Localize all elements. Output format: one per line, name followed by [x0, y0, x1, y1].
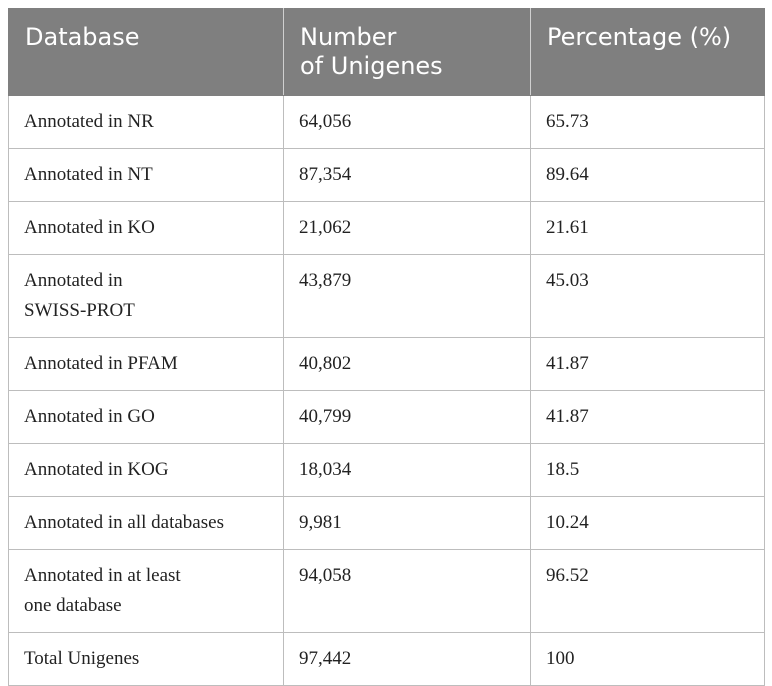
database-line: Total Unigenes [24, 648, 140, 669]
cell-percentage: 45.03 [530, 254, 765, 338]
cell-database: Annotated in KO [8, 201, 284, 255]
database-line: Annotated in NT [24, 164, 153, 185]
table-body: Annotated in NR 64,056 65.73 Annotated in N… [8, 95, 765, 686]
cell-number-of-unigenes: 97,442 [283, 632, 531, 686]
header-row: Database Number of Unigenes Percentage (%… [8, 8, 765, 96]
database-line: SWISS-PROT [24, 300, 135, 321]
cell-database: Annotated in PFAM [8, 337, 284, 391]
cell-number-of-unigenes: 87,354 [283, 148, 531, 202]
table-row: Annotated in at least one database 94,058 9… [8, 549, 765, 633]
database-line: Annotated in all databases [24, 512, 224, 533]
cell-percentage: 10.24 [530, 496, 765, 550]
cell-percentage: 100 [530, 632, 765, 686]
cell-database: Annotated in GO [8, 390, 284, 444]
cell-percentage: 96.52 [530, 549, 765, 633]
header-number-of-unigenes: Number of Unigenes [283, 8, 531, 96]
cell-number-of-unigenes: 40,802 [283, 337, 531, 391]
cell-database: Annotated in KOG [8, 443, 284, 497]
database-line: Annotated in NR [24, 111, 154, 132]
table-row: Annotated in KO 21,062 21.61 [8, 201, 765, 255]
cell-database: Annotated in at least one database [8, 549, 284, 633]
cell-percentage: 41.87 [530, 390, 765, 444]
annotation-table-container: Database Number of Unigenes Percentage (%… [8, 8, 765, 686]
cell-number-of-unigenes: 94,058 [283, 549, 531, 633]
table-row: Annotated in PFAM 40,802 41.87 [8, 337, 765, 391]
header-line: Database [25, 23, 140, 51]
cell-percentage: 41.87 [530, 337, 765, 391]
cell-number-of-unigenes: 9,981 [283, 496, 531, 550]
table-row: Annotated in KOG 18,034 18.5 [8, 443, 765, 497]
table-row: Annotated in NT 87,354 89.64 [8, 148, 765, 202]
database-line: one database [24, 595, 122, 616]
header-line: Number [300, 23, 397, 51]
cell-database: Annotated in all databases [8, 496, 284, 550]
table-row: Total Unigenes 97,442 100 [8, 632, 765, 686]
database-line: Annotated in at least [24, 565, 181, 586]
cell-number-of-unigenes: 40,799 [283, 390, 531, 444]
database-line: Annotated in GO [24, 406, 155, 427]
cell-database: Annotated in NR [8, 95, 284, 149]
header-line: of Unigenes [300, 52, 443, 80]
table-row: Annotated in GO 40,799 41.87 [8, 390, 765, 444]
cell-percentage: 65.73 [530, 95, 765, 149]
database-line: Annotated in KO [24, 217, 155, 238]
database-line: Annotated in [24, 270, 123, 291]
cell-number-of-unigenes: 43,879 [283, 254, 531, 338]
database-line: Annotated in KOG [24, 459, 169, 480]
table-header: Database Number of Unigenes Percentage (%… [8, 8, 765, 96]
cell-database: Total Unigenes [8, 632, 284, 686]
table-row: Annotated in SWISS-PROT 43,879 45.03 [8, 254, 765, 338]
cell-number-of-unigenes: 18,034 [283, 443, 531, 497]
database-line: Annotated in PFAM [24, 353, 178, 374]
cell-percentage: 18.5 [530, 443, 765, 497]
table-row: Annotated in all databases 9,981 10.24 [8, 496, 765, 550]
cell-percentage: 89.64 [530, 148, 765, 202]
annotation-table: Database Number of Unigenes Percentage (%… [8, 8, 765, 686]
cell-database: Annotated in SWISS-PROT [8, 254, 284, 338]
header-database: Database [8, 8, 284, 96]
cell-database: Annotated in NT [8, 148, 284, 202]
cell-percentage: 21.61 [530, 201, 765, 255]
cell-number-of-unigenes: 64,056 [283, 95, 531, 149]
header-line: Percentage (%) [547, 23, 732, 51]
table-row: Annotated in NR 64,056 65.73 [8, 95, 765, 149]
cell-number-of-unigenes: 21,062 [283, 201, 531, 255]
header-percentage: Percentage (%) [530, 8, 765, 96]
